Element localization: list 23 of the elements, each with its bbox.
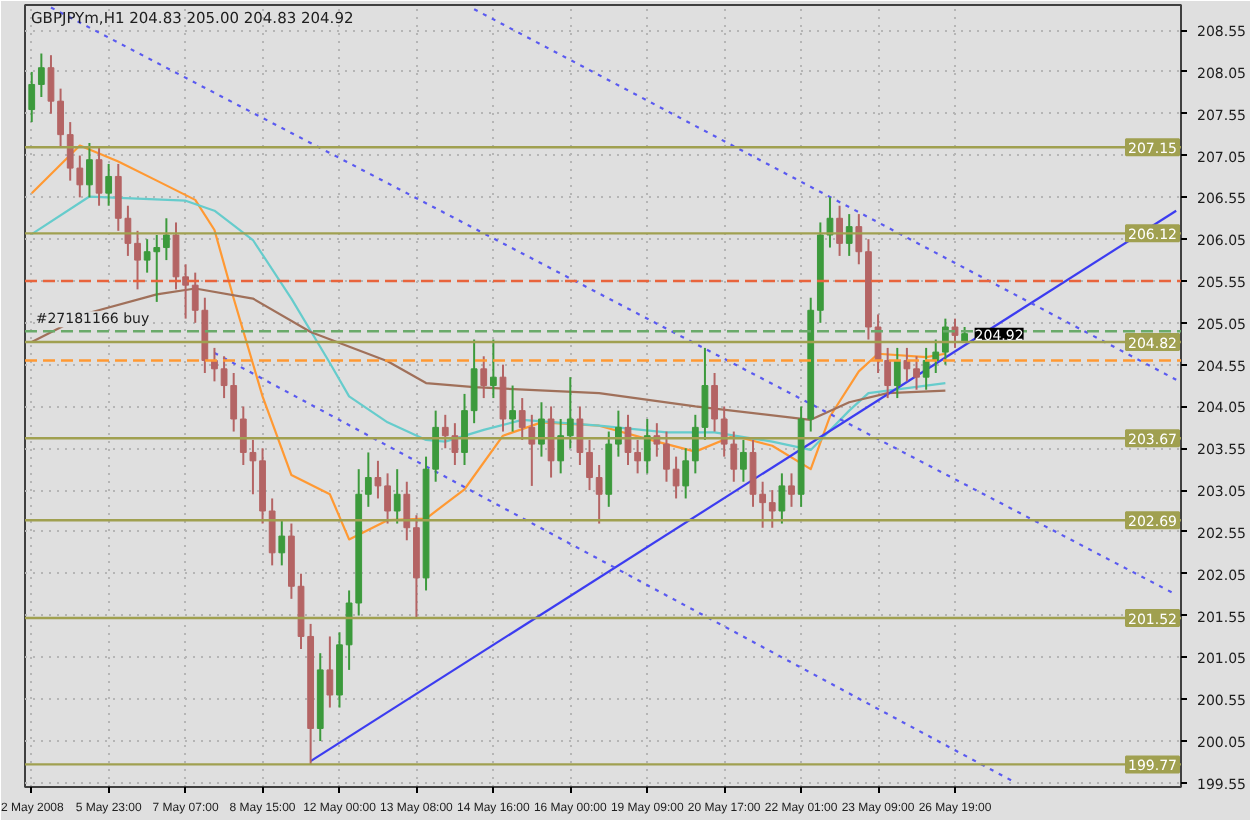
candlestick xyxy=(836,204,843,257)
candlestick xyxy=(393,468,401,525)
candlestick xyxy=(643,418,651,475)
line-series xyxy=(30,287,947,421)
candlestick xyxy=(95,146,103,207)
line-series xyxy=(30,195,947,452)
candlestick xyxy=(489,338,497,400)
candlestick xyxy=(105,162,113,207)
candlestick xyxy=(740,438,747,483)
candlestick xyxy=(509,384,516,433)
candlestick xyxy=(547,405,555,479)
candlestick xyxy=(538,401,545,458)
candlestick xyxy=(884,346,892,400)
candlestick xyxy=(326,635,334,709)
candlestick xyxy=(86,142,93,199)
candlestick xyxy=(778,472,786,525)
candlestick xyxy=(278,518,286,567)
candlestick xyxy=(499,363,507,433)
candlestick xyxy=(922,346,930,391)
candlestick xyxy=(788,472,795,508)
candlestick xyxy=(893,346,901,400)
candlestick xyxy=(951,317,959,349)
candlestick xyxy=(480,355,488,400)
